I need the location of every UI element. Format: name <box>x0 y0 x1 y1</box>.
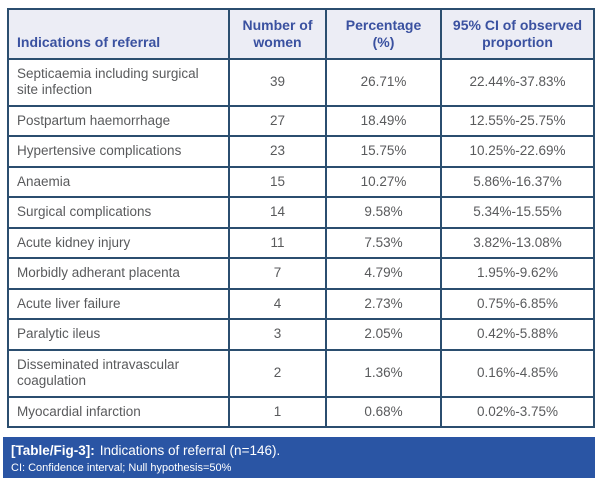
indication-cell: Disseminated intravascular coagulation <box>7 348 230 398</box>
indication-cell: Acute liver failure <box>7 287 230 321</box>
ci-cell: 0.16%-4.85% <box>440 348 595 398</box>
table-row: Myocardial infarction 1 0.68% 0.02%-3.75… <box>7 395 595 429</box>
count-cell: 3 <box>228 318 327 351</box>
ci-cell: 5.86%-16.37% <box>440 165 595 199</box>
count-cell: 4 <box>228 287 327 321</box>
indication-cell: Morbidly adherant placenta <box>7 257 230 290</box>
count-cell: 1 <box>228 395 327 429</box>
table-row: Septicaemia including surgical site infe… <box>7 58 595 107</box>
column-header-percentage: Percentage (%) <box>325 8 442 60</box>
percent-cell: 18.49% <box>325 104 442 138</box>
count-cell: 15 <box>228 165 327 199</box>
count-cell: 14 <box>228 196 327 229</box>
referral-table-container: Indications of referral Number of women … <box>7 8 595 429</box>
column-header-indications: Indications of referral <box>7 8 230 60</box>
indication-cell: Myocardial infarction <box>7 395 230 429</box>
count-cell: 27 <box>228 104 327 138</box>
ci-cell: 10.25%-22.69% <box>440 135 595 168</box>
ci-cell: 5.34%-15.55% <box>440 196 595 229</box>
percent-cell: 2.05% <box>325 318 442 351</box>
table-row: Acute kidney injury 11 7.53% 3.82%-13.08… <box>7 226 595 260</box>
table-row: Morbidly adherant placenta 7 4.79% 1.95%… <box>7 257 595 290</box>
count-cell: 7 <box>228 257 327 290</box>
indication-cell: Hypertensive complications <box>7 135 230 168</box>
ci-cell: 22.44%-37.83% <box>440 58 595 107</box>
caption-note: CI: Confidence interval; Null hypothesis… <box>11 461 232 474</box>
percent-cell: 4.79% <box>325 257 442 290</box>
ci-cell: 3.82%-13.08% <box>440 226 595 260</box>
indication-cell: Postpartum haemorrhage <box>7 104 230 138</box>
percent-cell: 26.71% <box>325 58 442 107</box>
indication-cell: Acute kidney injury <box>7 226 230 260</box>
caption-text: Indications of referral (n=146). <box>99 443 281 458</box>
indication-cell: Anaemia <box>7 165 230 199</box>
table-row: Acute liver failure 4 2.73% 0.75%-6.85% <box>7 287 595 321</box>
table-caption: [Table/Fig-3]: Indications of referral (n… <box>3 437 595 478</box>
count-cell: 39 <box>228 58 327 107</box>
column-header-number-of-women: Number of women <box>228 8 327 60</box>
count-cell: 11 <box>228 226 327 260</box>
table-row: Paralytic ileus 3 2.05% 0.42%-5.88% <box>7 318 595 351</box>
table-row: Anaemia 15 10.27% 5.86%-16.37% <box>7 165 595 199</box>
count-cell: 2 <box>228 348 327 398</box>
percent-cell: 2.73% <box>325 287 442 321</box>
indication-cell: Paralytic ileus <box>7 318 230 351</box>
count-cell: 23 <box>228 135 327 168</box>
percent-cell: 9.58% <box>325 196 442 229</box>
percent-cell: 1.36% <box>325 348 442 398</box>
column-header-ci: 95% CI of observed proportion <box>440 8 595 60</box>
indication-cell: Surgical complications <box>7 196 230 229</box>
percent-cell: 0.68% <box>325 395 442 429</box>
table-row: Hypertensive complications 23 15.75% 10.… <box>7 135 595 168</box>
ci-cell: 12.55%-25.75% <box>440 104 595 138</box>
table-row: Surgical complications 14 9.58% 5.34%-15… <box>7 196 595 229</box>
table-row: Postpartum haemorrhage 27 18.49% 12.55%-… <box>7 104 595 138</box>
ci-cell: 0.02%-3.75% <box>440 395 595 429</box>
ci-cell: 0.75%-6.85% <box>440 287 595 321</box>
indication-cell: Septicaemia including surgical site infe… <box>7 58 230 107</box>
percent-cell: 7.53% <box>325 226 442 260</box>
percent-cell: 15.75% <box>325 135 442 168</box>
referral-table: Indications of referral Number of women … <box>7 8 595 429</box>
caption-label: [Table/Fig-3]: <box>11 443 95 458</box>
table-row: Disseminated intravascular coagulation 2… <box>7 348 595 398</box>
header-row: Indications of referral Number of women … <box>7 8 595 60</box>
caption-line: [Table/Fig-3]: Indications of referral (n… <box>11 442 587 460</box>
ci-cell: 0.42%-5.88% <box>440 318 595 351</box>
ci-cell: 1.95%-9.62% <box>440 257 595 290</box>
percent-cell: 10.27% <box>325 165 442 199</box>
